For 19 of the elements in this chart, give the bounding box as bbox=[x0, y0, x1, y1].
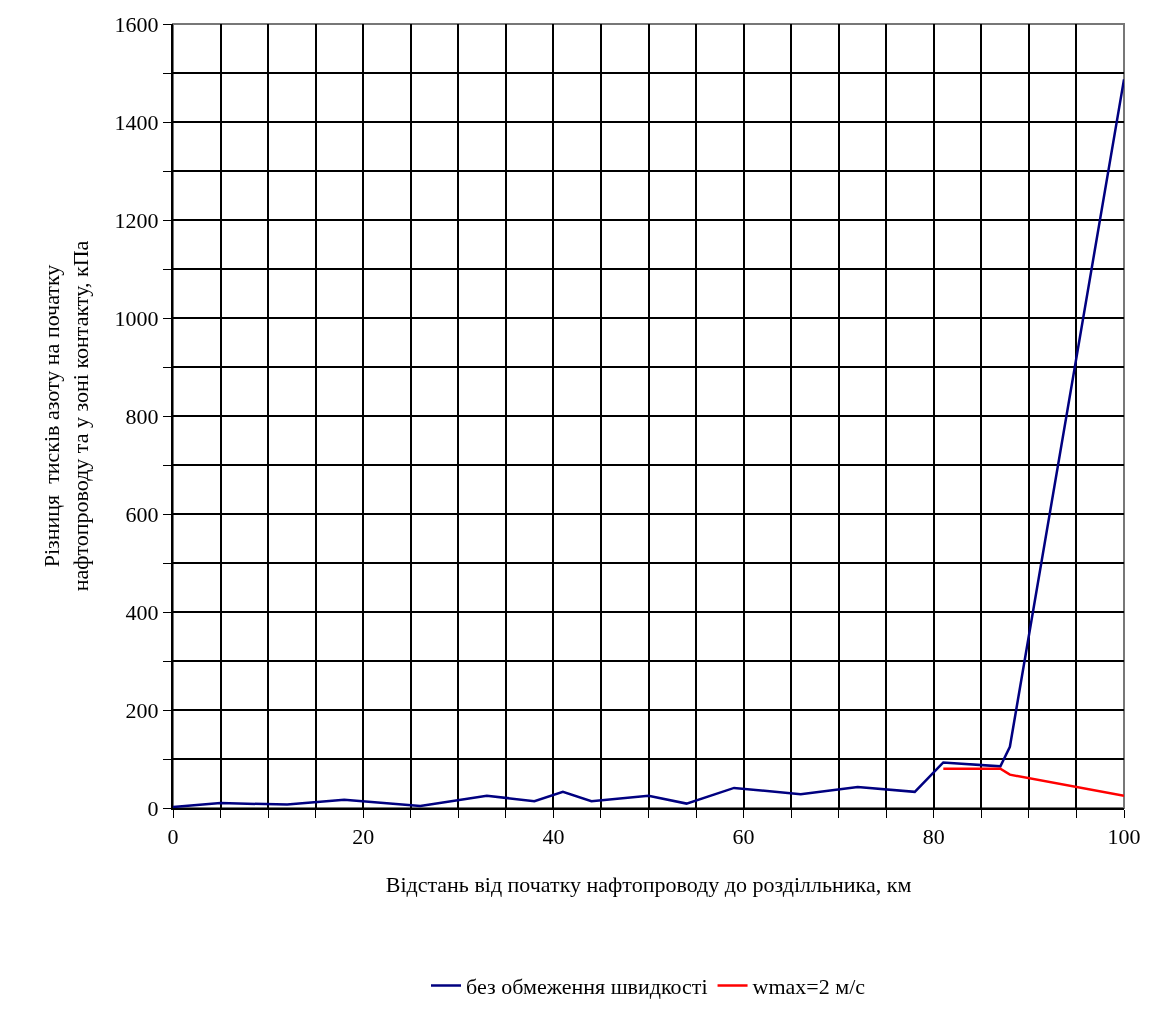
x-tick-label: 20 bbox=[352, 824, 375, 850]
legend-label: wmax=2 м/с bbox=[752, 974, 866, 1000]
x-tick-label: 60 bbox=[732, 824, 755, 850]
y-tick-label: 200 bbox=[125, 697, 159, 723]
x-tick-label: 100 bbox=[1107, 824, 1141, 850]
y-tick-label: 400 bbox=[125, 599, 159, 625]
x-tick-label: 80 bbox=[922, 824, 945, 850]
y-tick-label: 1600 bbox=[114, 11, 159, 37]
y-tick-label: 800 bbox=[125, 403, 159, 429]
y-tick-label: 1200 bbox=[114, 207, 159, 233]
y-tick-label: 1400 bbox=[114, 109, 159, 135]
x-axis-title: Відстань від початку нафтопроводу до розділльника, км bbox=[385, 871, 912, 897]
y-axis-title: Різниця тисків азоту на початку нафтопроводу та у зоні контакту, кПа bbox=[39, 240, 93, 592]
legend-label: без обмеження швидкості bbox=[466, 974, 708, 1000]
y-tick-label: 0 bbox=[147, 795, 159, 821]
x-tick-label: 0 bbox=[167, 824, 179, 850]
y-tick-label: 1000 bbox=[114, 305, 159, 331]
y-tick-label: 600 bbox=[125, 501, 159, 527]
x-tick-label: 40 bbox=[542, 824, 565, 850]
